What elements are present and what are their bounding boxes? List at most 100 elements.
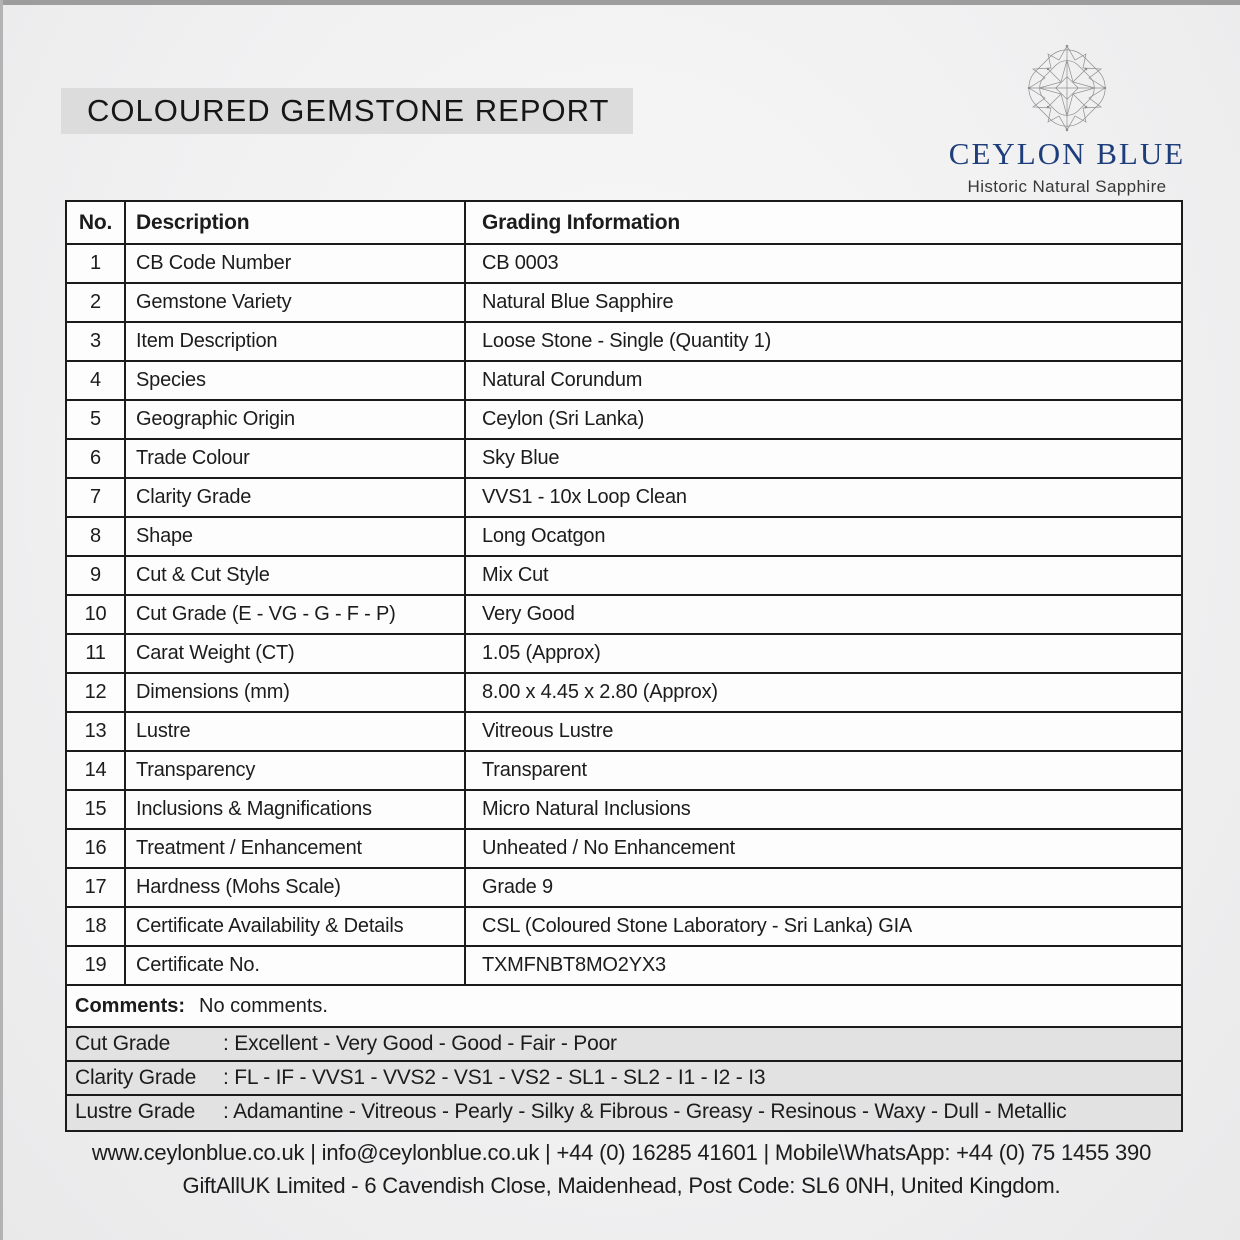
row-grading-cell: VVS1 - 10x Loop Clean — [465, 478, 1181, 518]
footer-address-line: GiftAllUK Limited - 6 Cavendish Close, M… — [182, 1173, 1061, 1198]
grade-key-lustre: Lustre Grade : Adamantine - Vitreous - Pe… — [67, 1096, 1181, 1130]
grade-key-cut-label: Cut Grade — [75, 1032, 171, 1055]
table-row: 19 Certificate No. TXMFNBT8MO2YX3 — [67, 946, 1181, 986]
row-description-cell: Clarity Grade — [125, 478, 466, 518]
row-no-cell: 7 — [67, 478, 126, 518]
row-description-cell: Inclusions & Magnifications — [125, 790, 466, 830]
row-description-cell: Trade Colour — [125, 439, 466, 479]
page-title: COLOURED GEMSTONE REPORT — [61, 88, 633, 134]
row-description-cell: Species — [125, 361, 466, 401]
row-description-cell: Geographic Origin — [125, 400, 466, 440]
row-grading-cell: 8.00 x 4.45 x 2.80 (Approx) — [465, 673, 1181, 713]
table-row: 16 Treatment / Enhancement Unheated / No E… — [67, 829, 1181, 869]
row-description-cell: Carat Weight (CT) — [125, 634, 466, 674]
table-row: 7 Clarity Grade VVS1 - 10x Loop Clean — [67, 478, 1181, 518]
grade-key-cut: Cut Grade : Excellent - Very Good - Good … — [67, 1028, 1181, 1062]
row-grading-cell: CB 0003 — [465, 244, 1181, 284]
row-no-cell: 16 — [67, 829, 126, 869]
comments-row: Comments: No comments. — [67, 986, 1181, 1028]
row-description-cell: Shape — [125, 517, 466, 557]
row-no-cell: 1 — [67, 244, 126, 284]
row-description-cell: Gemstone Variety — [125, 283, 466, 323]
table-row: 8 Shape Long Ocatgon — [67, 517, 1181, 557]
comments-label: Comments: — [75, 995, 186, 1017]
grade-key-lustre-values: : Adamantine - Vitreous - Pearly - Silky… — [223, 1100, 1067, 1123]
row-no-cell: 2 — [67, 283, 126, 323]
row-grading-cell: 1.05 (Approx) — [465, 634, 1181, 674]
table-row: 1 CB Code Number CB 0003 — [67, 244, 1181, 284]
table-row: 2 Gemstone Variety Natural Blue Sapphire — [67, 283, 1181, 323]
gem-wireframe-icon — [1027, 44, 1107, 132]
table-row: 10 Cut Grade (E - VG - G - F - P) Very Goo… — [67, 595, 1181, 635]
row-description-cell: CB Code Number — [125, 244, 466, 284]
table-row: 6 Trade Colour Sky Blue — [67, 439, 1181, 479]
grade-key-clarity: Clarity Grade : FL - IF - VVS1 - VVS2 - V… — [67, 1062, 1181, 1096]
table-header-row: No. Description Grading Information — [67, 202, 1181, 245]
row-grading-cell: Mix Cut — [465, 556, 1181, 596]
brand-tagline: Historic Natural Sapphire — [967, 177, 1167, 196]
row-grading-cell: Transparent — [465, 751, 1181, 791]
grade-key-cut-values: : Excellent - Very Good - Good - Fair - … — [223, 1032, 617, 1055]
grade-key-lustre-label: Lustre Grade — [75, 1100, 196, 1123]
brand-block: CEYLON BLUE Historic Natural Sapphire — [946, 38, 1188, 197]
row-grading-cell: Grade 9 — [465, 868, 1181, 908]
row-no-cell: 15 — [67, 790, 126, 830]
table-row: 15 Inclusions & Magnifications Micro Natur… — [67, 790, 1181, 830]
comments-text: No comments. — [199, 995, 328, 1017]
row-no-cell: 13 — [67, 712, 126, 752]
table-row: 13 Lustre Vitreous Lustre — [67, 712, 1181, 752]
table-row: 11 Carat Weight (CT) 1.05 (Approx) — [67, 634, 1181, 674]
row-no-cell: 6 — [67, 439, 126, 479]
header-grading: Grading Information — [465, 202, 1181, 245]
grade-key-clarity-values: : FL - IF - VVS1 - VVS2 - VS1 - VS2 - SL… — [223, 1066, 766, 1089]
row-description-cell: Item Description — [125, 322, 466, 362]
row-no-cell: 4 — [67, 361, 126, 401]
table-row: 9 Cut & Cut Style Mix Cut — [67, 556, 1181, 596]
row-no-cell: 9 — [67, 556, 126, 596]
row-description-cell: Treatment / Enhancement — [125, 829, 466, 869]
row-grading-cell: Long Ocatgon — [465, 517, 1181, 557]
report-table: No. Description Grading Information 1 CB … — [67, 202, 1181, 986]
row-no-cell: 17 — [67, 868, 126, 908]
table-row: 3 Item Description Loose Stone - Single (Q… — [67, 322, 1181, 362]
table-row: 12 Dimensions (mm) 8.00 x 4.45 x 2.80 (App… — [67, 673, 1181, 713]
row-description-cell: Hardness (Mohs Scale) — [125, 868, 466, 908]
table-row: 5 Geographic Origin Ceylon (Sri Lanka) — [67, 400, 1181, 440]
row-description-cell: Transparency — [125, 751, 466, 791]
row-no-cell: 5 — [67, 400, 126, 440]
row-grading-cell: Natural Blue Sapphire — [465, 283, 1181, 323]
row-no-cell: 18 — [67, 907, 126, 947]
row-grading-cell: Loose Stone - Single (Quantity 1) — [465, 322, 1181, 362]
row-description-cell: Certificate Availability & Details — [125, 907, 466, 947]
row-grading-cell: Very Good — [465, 595, 1181, 635]
row-no-cell: 8 — [67, 517, 126, 557]
header-no: No. — [67, 202, 126, 245]
brand-name: CEYLON BLUE — [948, 136, 1186, 171]
decorative-top-bar — [3, 0, 1240, 5]
table-row: 17 Hardness (Mohs Scale) Grade 9 — [67, 868, 1181, 908]
row-description-cell: Cut & Cut Style — [125, 556, 466, 596]
row-grading-cell: Micro Natural Inclusions — [465, 790, 1181, 830]
grade-key-clarity-label: Clarity Grade — [75, 1066, 197, 1089]
footer-contact-line: www.ceylonblue.co.uk | info@ceylonblue.c… — [91, 1140, 1152, 1165]
table-row: 14 Transparency Transparent — [67, 751, 1181, 791]
row-grading-cell: TXMFNBT8MO2YX3 — [465, 946, 1181, 986]
report-table-block: No. Description Grading Information 1 CB … — [65, 200, 1183, 1132]
row-description-cell: Lustre — [125, 712, 466, 752]
row-no-cell: 12 — [67, 673, 126, 713]
row-grading-cell: Natural Corundum — [465, 361, 1181, 401]
row-description-cell: Dimensions (mm) — [125, 673, 466, 713]
row-grading-cell: Sky Blue — [465, 439, 1181, 479]
footer: www.ceylonblue.co.uk | info@ceylonblue.c… — [3, 1136, 1240, 1202]
row-no-cell: 14 — [67, 751, 126, 791]
row-grading-cell: CSL (Coloured Stone Laboratory - Sri Lan… — [465, 907, 1181, 947]
table-row: 4 Species Natural Corundum — [67, 361, 1181, 401]
row-grading-cell: Unheated / No Enhancement — [465, 829, 1181, 869]
row-no-cell: 10 — [67, 595, 126, 635]
row-no-cell: 3 — [67, 322, 126, 362]
row-description-cell: Cut Grade (E - VG - G - F - P) — [125, 595, 466, 635]
row-no-cell: 11 — [67, 634, 126, 674]
row-no-cell: 19 — [67, 946, 126, 986]
row-grading-cell: Ceylon (Sri Lanka) — [465, 400, 1181, 440]
